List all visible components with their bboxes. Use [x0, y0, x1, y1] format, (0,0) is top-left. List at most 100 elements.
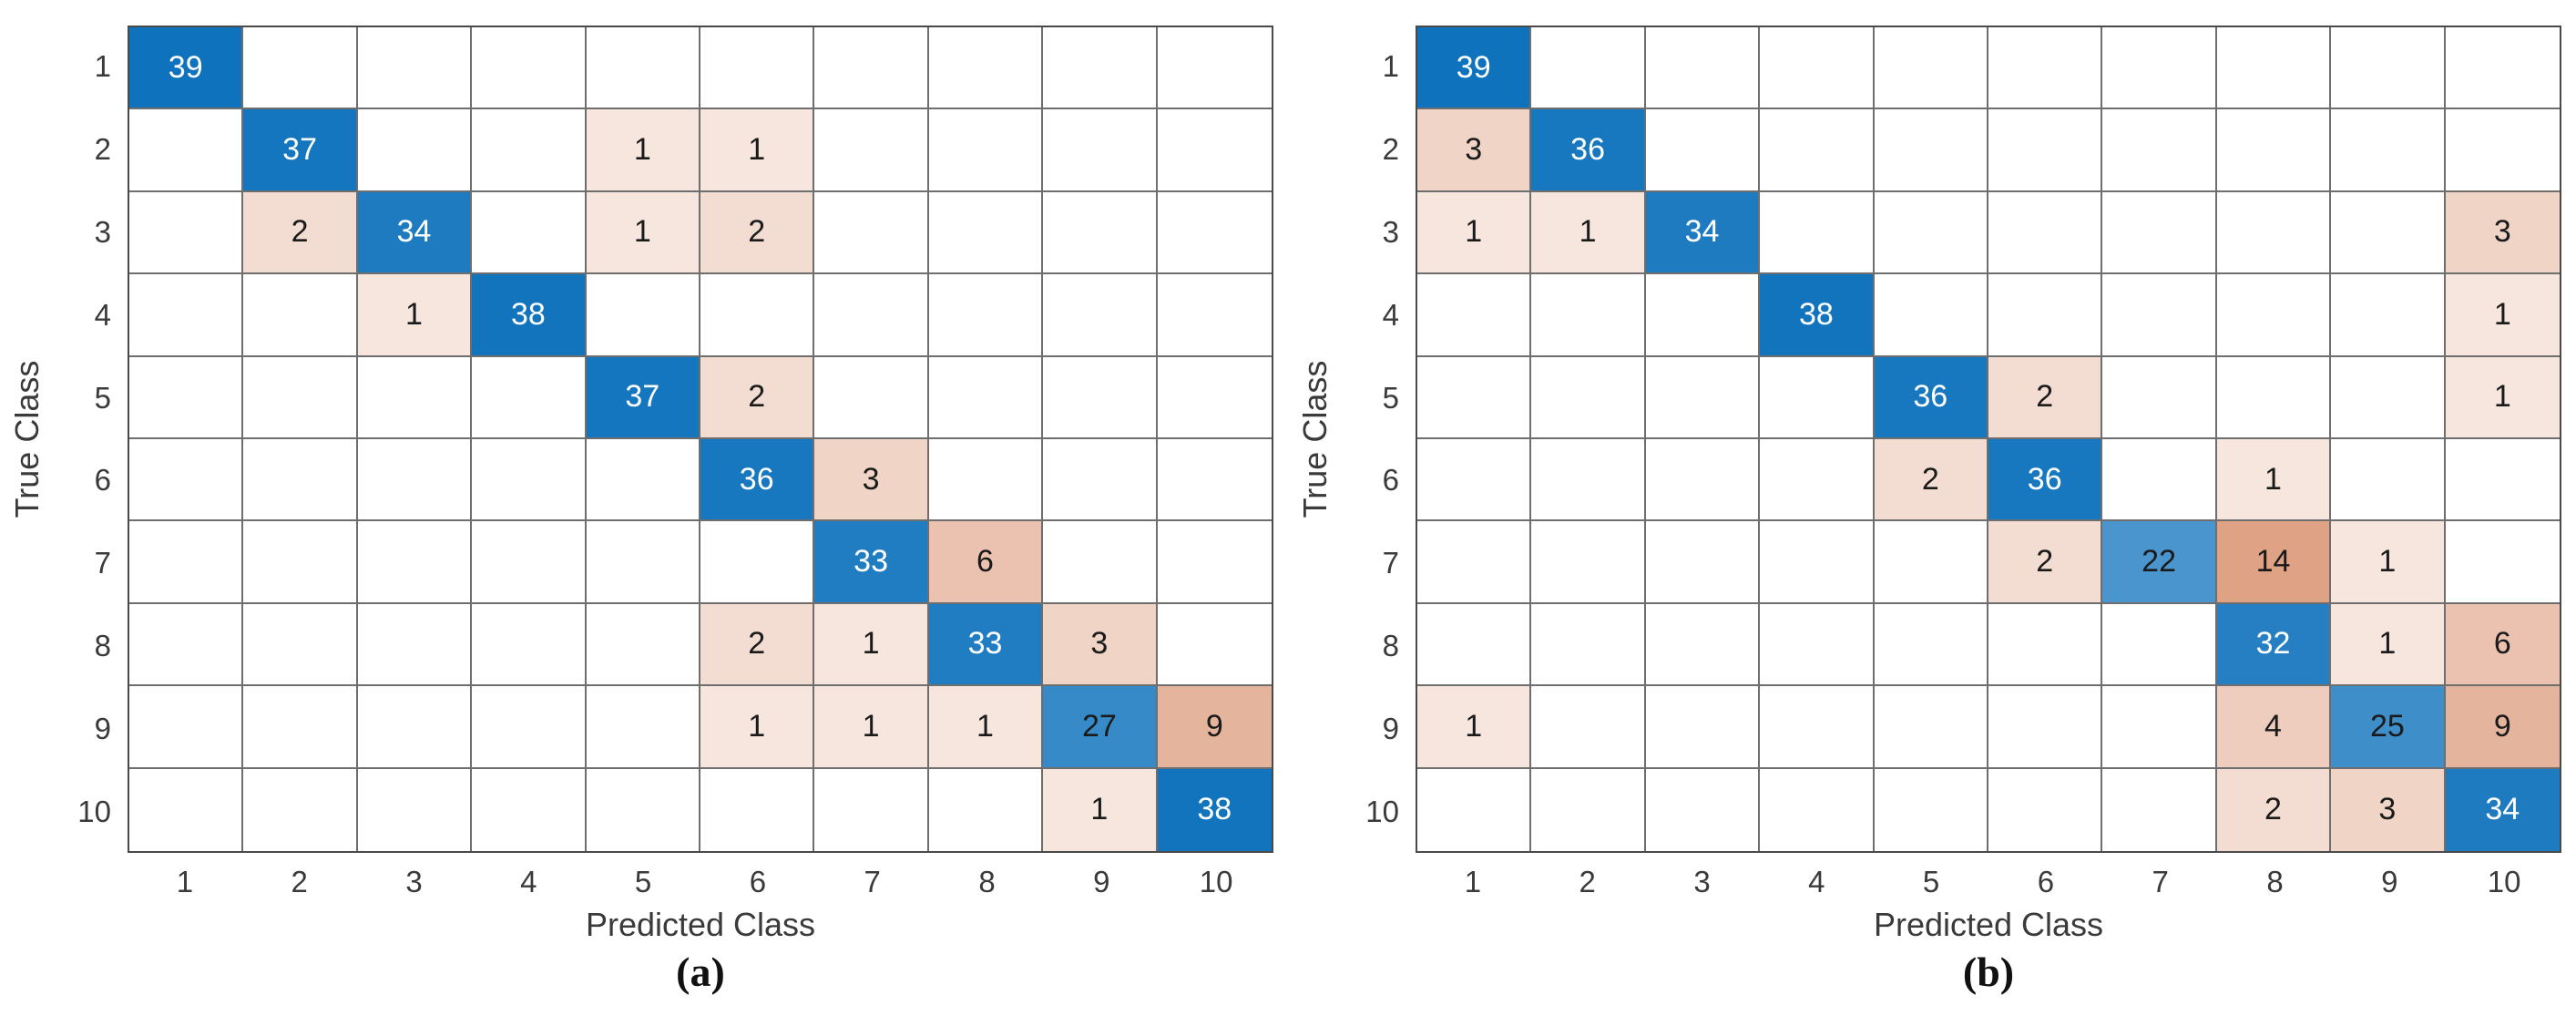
matrix-cell [129, 521, 244, 604]
matrix-cell: 34 [1645, 191, 1761, 275]
matrix-cell [357, 603, 473, 687]
matrix-cell [814, 191, 929, 275]
matrix-cell: 1 [2445, 274, 2560, 357]
matrix-cell [2216, 356, 2332, 439]
y-tick-label: 5 [94, 380, 111, 415]
matrix-cell [1874, 191, 1988, 275]
matrix-cell [1645, 439, 1761, 522]
x-tick-label: 3 [405, 865, 423, 898]
matrix-cell [928, 191, 1044, 275]
matrix-cell [129, 603, 244, 687]
x-tick-label: 8 [2266, 865, 2284, 898]
matrix-cell [1157, 439, 1272, 522]
matrix-cell: 37 [586, 356, 700, 439]
matrix-cell [472, 686, 587, 769]
matrix-cell: 14 [2216, 521, 2332, 604]
matrix-cell: 2 [700, 191, 815, 275]
y-tick-label: 3 [1382, 214, 1399, 249]
matrix-cell [2445, 439, 2560, 522]
matrix-cell [2102, 768, 2217, 851]
matrix-cell [357, 439, 473, 522]
matrix-cell: 2 [1874, 439, 1988, 522]
matrix-cell [929, 768, 1044, 851]
x-axis-label: Predicted Class [585, 906, 816, 943]
matrix-cell [1988, 191, 2103, 275]
matrix-cell [1157, 357, 1272, 439]
matrix-cell: 38 [1760, 274, 1875, 357]
matrix-cell [243, 356, 358, 439]
y-axis-ticks: 1 2 3 4 5 6 7 8 9 10 [1288, 26, 1399, 853]
matrix-cell [472, 109, 587, 192]
matrix-cell [1760, 603, 1875, 687]
matrix-cell [1988, 603, 2103, 687]
matrix-cell [814, 768, 929, 851]
matrix-cell [1760, 686, 1875, 769]
matrix-cell [1157, 274, 1272, 357]
matrix-cell: 32 [2216, 603, 2332, 687]
matrix-cell [2331, 274, 2446, 357]
matrix-cell [1760, 521, 1875, 604]
matrix-cell [1157, 192, 1272, 275]
matrix-cell [2331, 439, 2446, 522]
matrix-cell: 36 [1531, 109, 1646, 192]
matrix-cell [1157, 27, 1272, 110]
matrix-cell [2331, 191, 2446, 275]
y-tick-label: 1 [1382, 49, 1399, 84]
subfigure-caption: (b) [1962, 949, 2015, 995]
matrix-cell [1645, 686, 1761, 769]
matrix-cell [1988, 274, 2103, 357]
matrix-cell [243, 686, 358, 769]
matrix-cell [1157, 521, 1272, 604]
matrix-cell [1043, 274, 1158, 357]
matrix-cell [2216, 274, 2332, 357]
matrix-cell [472, 191, 587, 275]
x-tick-label: 1 [1464, 865, 1482, 898]
matrix-cell [1874, 603, 1988, 687]
matrix-cell: 2 [2216, 768, 2332, 851]
subfigure-caption: (a) [676, 949, 725, 995]
matrix-cell [1988, 768, 2103, 851]
matrix-cell [357, 356, 473, 439]
matrix-cell [129, 109, 244, 192]
matrix-cell: 27 [1043, 686, 1158, 769]
y-tick-label: 1 [94, 49, 111, 84]
x-tick-label: 8 [978, 865, 996, 898]
y-tick-label: 2 [1382, 132, 1399, 167]
x-tick-label: 6 [749, 865, 767, 898]
matrix-cell [700, 274, 815, 357]
matrix-cell [1760, 191, 1875, 275]
matrix-cell [814, 274, 929, 357]
matrix-cell [1043, 27, 1158, 110]
x-tick-label: 2 [1579, 865, 1596, 898]
matrix-cell: 2 [243, 191, 358, 275]
matrix-cell [2102, 191, 2217, 275]
matrix-cell [814, 356, 929, 439]
matrix-cell [1157, 604, 1272, 687]
matrix-cell [814, 109, 929, 192]
matrix-cell: 1 [2216, 439, 2332, 522]
matrix-cell [243, 439, 358, 522]
matrix-cell [1417, 274, 1532, 357]
matrix-cell: 1 [357, 274, 473, 357]
matrix-cell: 1 [2331, 603, 2446, 687]
matrix-cell [1531, 686, 1646, 769]
matrix-cell [586, 521, 700, 604]
matrix-cell [1874, 274, 1988, 357]
matrix-cell [357, 521, 473, 604]
matrix-cell [1531, 27, 1646, 110]
x-tick-label: 4 [1808, 865, 1825, 898]
y-tick-label: 7 [94, 546, 111, 580]
matrix-cell [472, 439, 587, 522]
matrix-cell [472, 603, 587, 687]
x-tick-label: 9 [1093, 865, 1110, 898]
y-tick-label: 7 [1382, 546, 1399, 580]
matrix-cell [243, 603, 358, 687]
x-tick-label: 5 [1922, 865, 1940, 898]
matrix-cell [1645, 521, 1761, 604]
x-axis-ticks: 1 2 3 4 5 6 7 8 9 10 [1416, 860, 2561, 904]
matrix-cell: 39 [1417, 27, 1532, 110]
y-tick-label: 8 [94, 628, 111, 662]
matrix-cell: 39 [129, 27, 244, 110]
matrix-cell: 38 [472, 274, 587, 357]
